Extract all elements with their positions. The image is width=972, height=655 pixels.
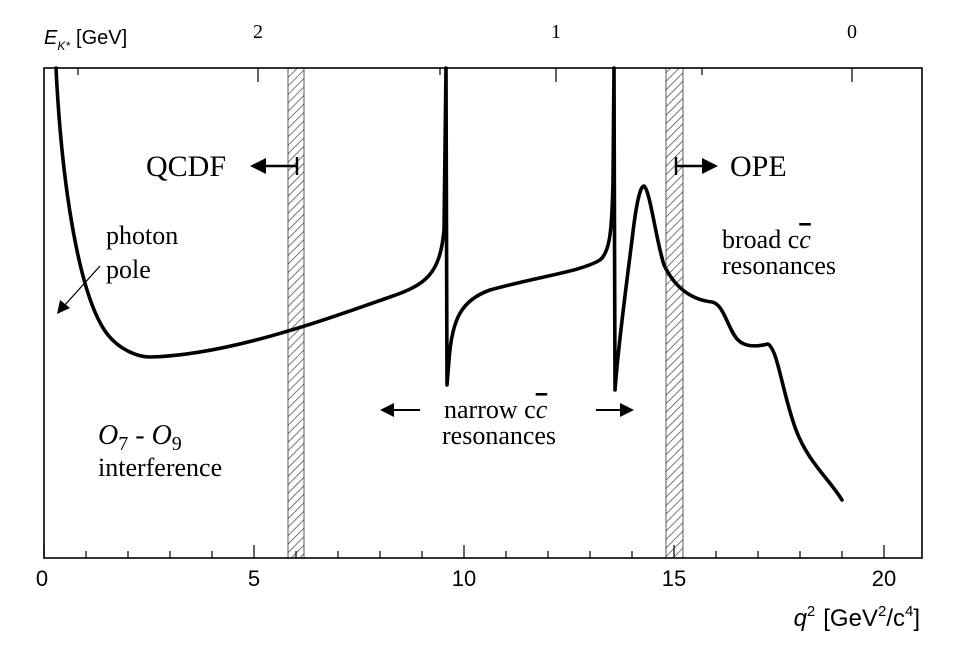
o9-main: O (152, 420, 172, 451)
bottom-tick-label-15: 15 (662, 566, 686, 591)
ope-boundary-band (665, 67, 684, 559)
ope-arrow (674, 157, 718, 175)
interference-label: interference (98, 453, 222, 482)
top-axis-label-main: E (44, 27, 58, 49)
bottom-axis-label-unit-mid: /c (886, 605, 905, 632)
bottom-axis-label-unit-close: ] (913, 605, 920, 632)
pole-label: pole (106, 255, 151, 284)
narrow-resonances-line2: resonances (442, 421, 556, 450)
top-axis-label-unit: [GeV] (76, 27, 127, 49)
narrow-prefix: narrow c (444, 395, 536, 424)
narrow-right-arrow (596, 403, 634, 417)
o7-main: O (98, 420, 118, 451)
broad-cbar: c (799, 225, 811, 254)
qcdf-label: QCDF (146, 150, 226, 183)
bottom-axis-label-pow: 2 (807, 603, 815, 620)
o9-sub: 9 (172, 433, 182, 455)
narrow-left-arrow (380, 403, 420, 417)
plot-frame (43, 67, 923, 559)
narrow-resonances-line1: narrow cc (444, 395, 548, 424)
bottom-tick-label-5: 5 (248, 566, 260, 591)
o7-sub: 7 (118, 433, 128, 455)
qcdf-arrow (250, 157, 299, 175)
bottom-axis-ticks (43, 545, 885, 558)
bottom-axis-label-unit-pow1: 2 (878, 603, 886, 620)
ope-label: OPE (730, 150, 787, 183)
top-tick-label-2: 2 (253, 21, 263, 43)
top-axis-ticks (77, 68, 853, 82)
o-separator: - (128, 420, 151, 451)
photon-pole-arrow (57, 265, 101, 314)
top-axis-label: EK* [GeV] (44, 27, 127, 53)
qcdf-boundary-band (287, 67, 305, 559)
broad-prefix: broad c (722, 225, 799, 254)
bottom-axis-label-var: q (794, 605, 808, 632)
bottom-tick-label-20: 20 (872, 566, 896, 591)
broad-resonances-line2: resonances (722, 251, 836, 280)
top-tick-label-1: 1 (551, 21, 561, 43)
bottom-axis-label-unit-pow2: 4 (905, 603, 913, 620)
spectrum-curve (54, 66, 844, 502)
top-axis-label-sub: K* (57, 39, 70, 53)
broad-resonances-line1: broad cc (722, 225, 811, 254)
narrow-cbar: c (536, 395, 548, 424)
bottom-tick-label-10: 10 (452, 566, 476, 591)
bottom-tick-label-0: 0 (36, 566, 48, 591)
bottom-axis-label-unit-open: [GeV (823, 605, 878, 632)
o7-o9-label: O7 - O9 (98, 420, 182, 455)
photon-label: photon (106, 221, 178, 250)
bottom-axis-label: q2 [GeV2/c4] (794, 603, 920, 632)
top-tick-label-0: 0 (847, 21, 857, 43)
